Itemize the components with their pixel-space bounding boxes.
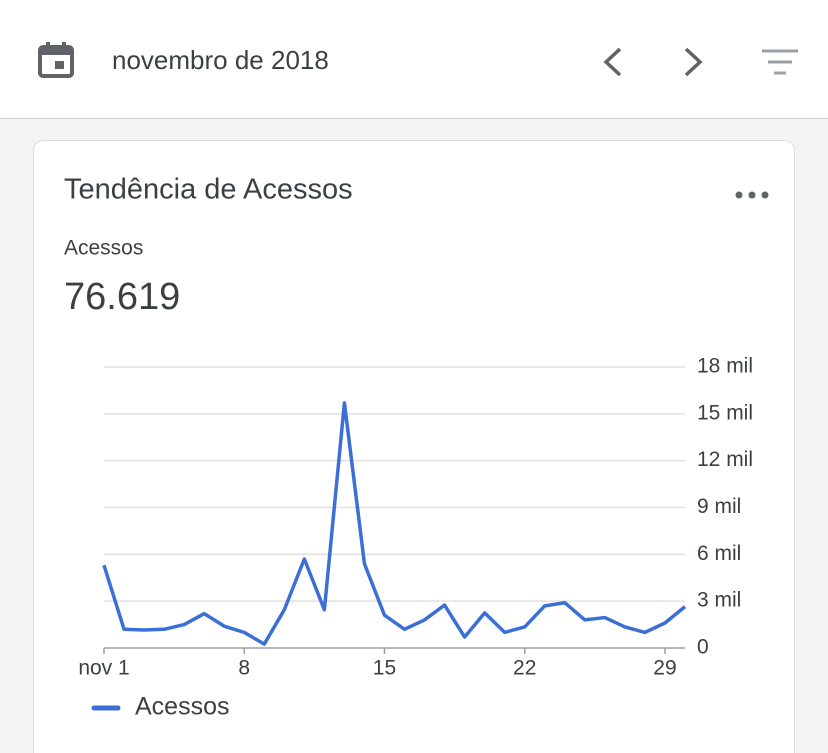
legend-label: Acessos <box>135 693 229 721</box>
metric-value: 76.619 <box>64 276 180 318</box>
card-title: Tendência de Acessos <box>64 174 353 206</box>
x-tick-label: 15 <box>373 657 396 680</box>
y-tick-label: 0 <box>697 636 709 659</box>
prev-button[interactable] <box>603 47 622 77</box>
x-tick-label: nov 1 <box>78 657 129 680</box>
y-tick-label: 12 mil <box>697 448 753 471</box>
top-bar <box>0 0 828 118</box>
y-tick-label: 18 mil <box>697 355 753 378</box>
y-tick-label: 9 mil <box>697 495 741 518</box>
y-tick-label: 3 mil <box>697 589 741 612</box>
y-tick-label: 6 mil <box>697 542 741 565</box>
calendar-icon[interactable] <box>38 42 74 78</box>
next-button[interactable] <box>684 47 703 77</box>
data-line <box>102 401 687 646</box>
card <box>33 140 795 753</box>
filter-button[interactable] <box>762 49 798 75</box>
x-tick-label: 29 <box>653 657 676 680</box>
month-title: novembro de 2018 <box>112 45 329 75</box>
more-button[interactable] <box>735 191 769 199</box>
x-tick-label: 8 <box>238 657 250 680</box>
y-tick-label: 15 mil <box>697 401 753 424</box>
x-tick-label: 22 <box>513 657 536 680</box>
metric-label: Acessos <box>64 237 143 260</box>
